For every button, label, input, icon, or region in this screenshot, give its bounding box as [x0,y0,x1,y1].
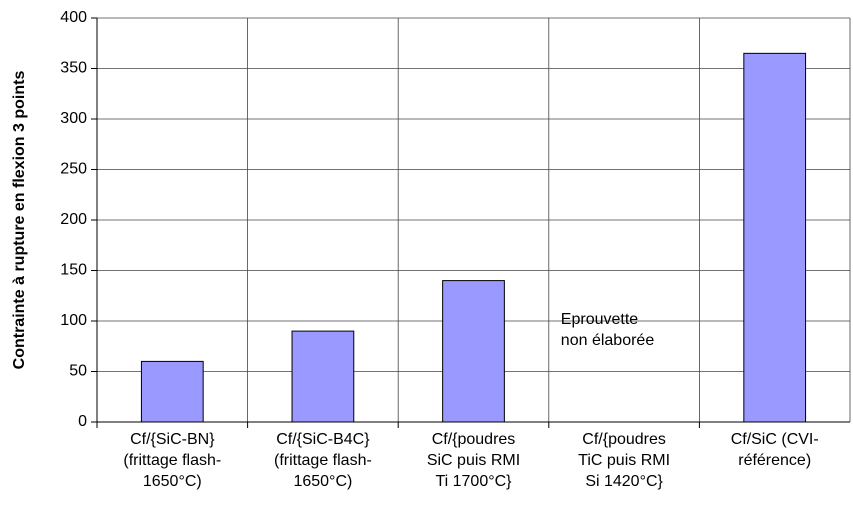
x-tick-label: Ti 1700°C} [435,473,512,490]
bar [140,360,204,423]
y-tick-label: 0 [78,413,87,430]
x-tick-label: SiC puis RMI [427,452,520,469]
x-tick-label: Cf/{SiC-BN} [130,431,215,448]
bar [743,52,807,423]
annotation: Eprouvette [561,311,638,328]
y-tick-label: 150 [60,262,87,279]
x-tick-label: Si 1420°C} [585,473,663,490]
y-tick-label: 50 [69,363,87,380]
x-tick-label: Cf/{poudres [582,431,666,448]
x-tick-label: TiC puis RMI [578,452,670,469]
bar [442,280,505,423]
x-tick-label: référence) [738,452,811,469]
y-tick-label: 400 [60,9,87,26]
y-tick-label: 200 [60,211,87,228]
y-tick-label: 350 [60,60,87,77]
x-tick-label: Cf/{poudres [432,431,516,448]
x-tick-label: (frittage flash- [123,452,221,469]
x-tick-label: 1650°C) [143,473,202,490]
x-tick-label: Cf/{SiC-B4C} [276,431,370,448]
x-tick-label: Cf/SiC (CVI- [731,431,819,448]
y-axis-label: Contrainte à rupture en flexion 3 points [11,71,28,370]
annotation: non élaborée [561,332,655,349]
y-tick-label: 250 [60,161,87,178]
y-tick-label: 300 [60,110,87,127]
y-tick-label: 100 [60,312,87,329]
x-tick-label: (frittage flash- [274,452,372,469]
x-tick-label: 1650°C) [293,473,352,490]
bar [291,330,355,423]
